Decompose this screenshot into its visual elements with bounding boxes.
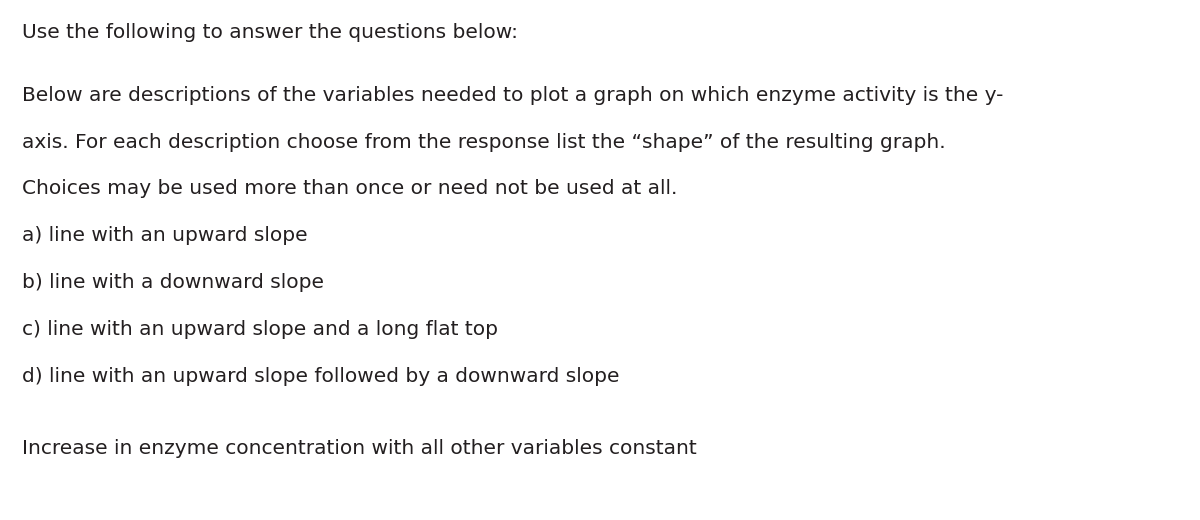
Text: Use the following to answer the questions below:: Use the following to answer the question… bbox=[22, 23, 517, 43]
Text: axis. For each description choose from the response list the “shape” of the resu: axis. For each description choose from t… bbox=[22, 133, 946, 152]
Text: b) line with a downward slope: b) line with a downward slope bbox=[22, 273, 324, 292]
Text: c) line with an upward slope and a long flat top: c) line with an upward slope and a long … bbox=[22, 320, 498, 339]
Text: Increase in enzyme concentration with all other variables constant: Increase in enzyme concentration with al… bbox=[22, 439, 696, 459]
Text: a) line with an upward slope: a) line with an upward slope bbox=[22, 226, 307, 245]
Text: Choices may be used more than once or need not be used at all.: Choices may be used more than once or ne… bbox=[22, 179, 677, 199]
Text: Below are descriptions of the variables needed to plot a graph on which enzyme a: Below are descriptions of the variables … bbox=[22, 86, 1003, 105]
Text: d) line with an upward slope followed by a downward slope: d) line with an upward slope followed by… bbox=[22, 367, 619, 386]
